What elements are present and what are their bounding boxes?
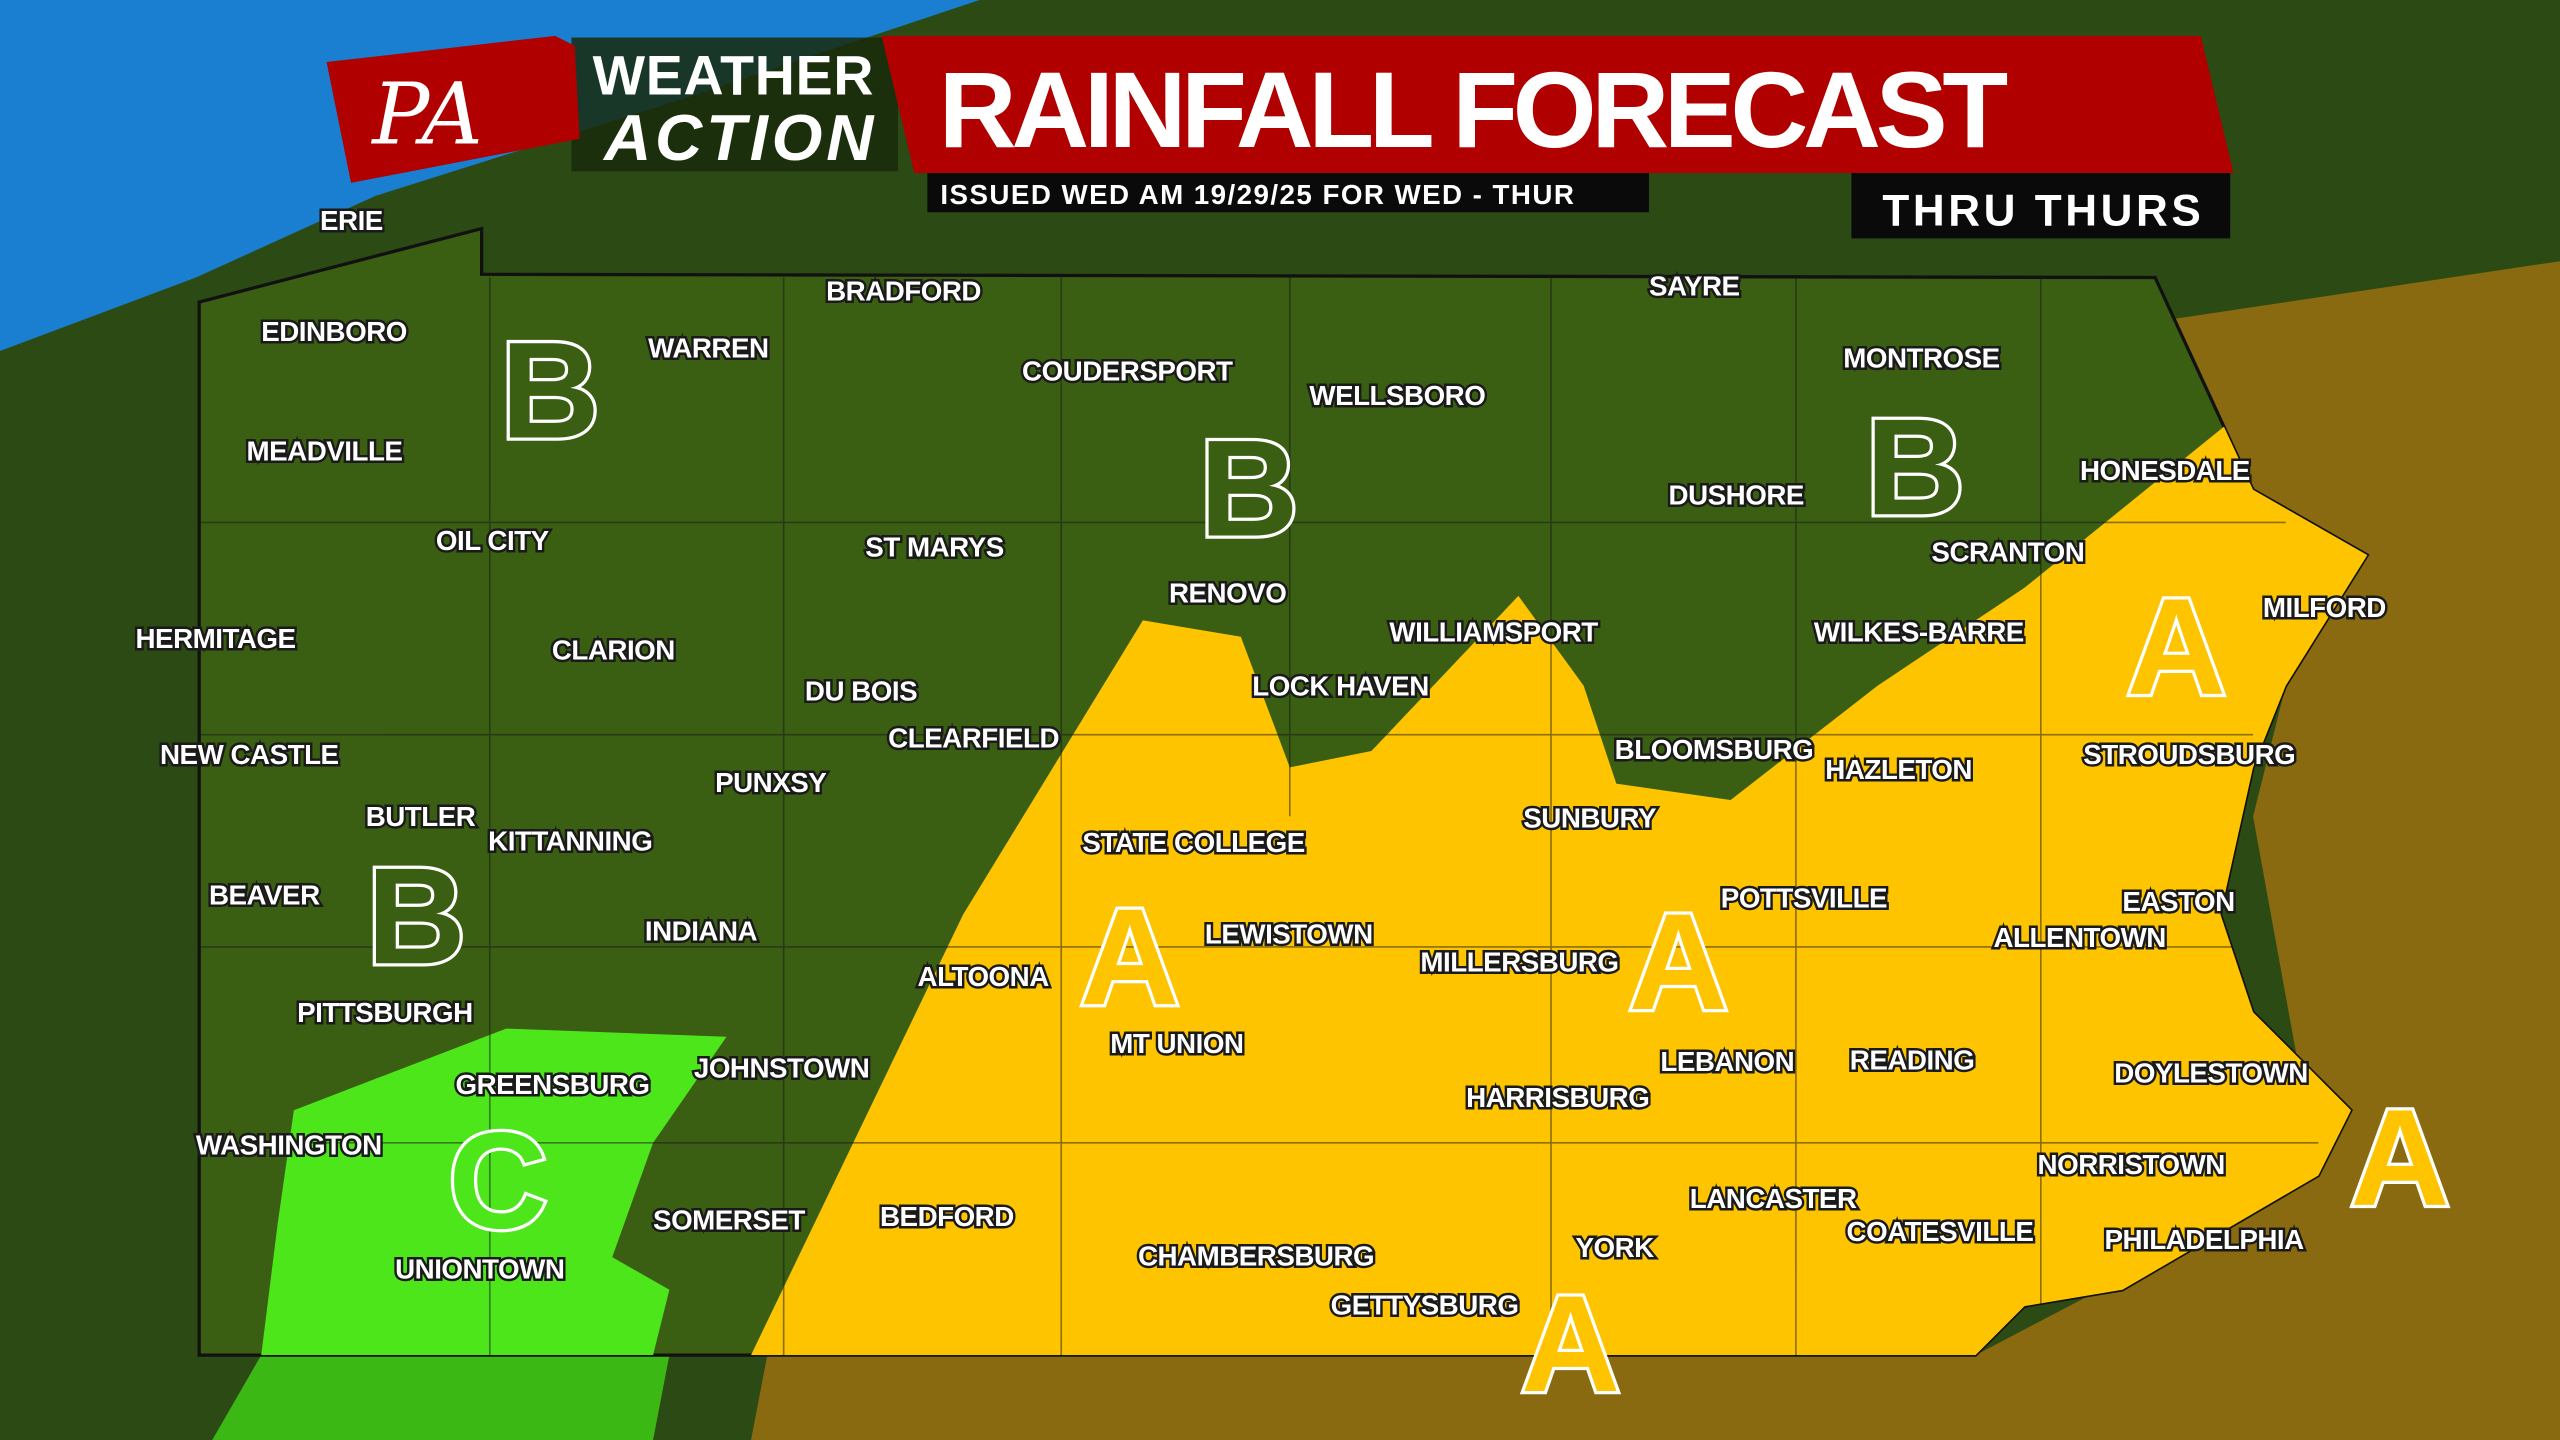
header-banner: PA WEATHER ACTION RAINFALL FORECAST ISSU… <box>326 35 2234 239</box>
city-label: WILKES-BARRE <box>1814 617 2024 648</box>
city-label: BRADFORD <box>826 275 981 306</box>
city-label: SCRANTON <box>1931 537 2084 568</box>
city-label: COATESVILLE <box>1847 1216 2034 1247</box>
zone-label-b: B <box>1866 391 1965 544</box>
zone-label-b: B <box>367 840 466 993</box>
city-label: POTTSVILLE <box>1721 883 1887 914</box>
zone-a-area <box>751 416 2368 1356</box>
lake-erie <box>0 0 980 352</box>
outside-zone-a <box>751 261 2560 1440</box>
brand-line-2: ACTION <box>602 101 875 174</box>
zone-c-area <box>261 1028 727 1356</box>
city-label: CHAMBERSBURG <box>1138 1240 1374 1271</box>
city-label: CLARION <box>552 635 675 666</box>
city-label: HAZLETON <box>1825 754 1972 785</box>
city-label: YORK <box>1576 1232 1655 1263</box>
city-label: MEADVILLE <box>247 435 403 466</box>
city-label: GREENSBURG <box>456 1069 650 1100</box>
city-label: NORRISTOWN <box>2038 1149 2225 1180</box>
zone-label-a: A <box>1521 1268 1620 1421</box>
city-label: LANCASTER <box>1690 1183 1857 1214</box>
city-label: STROUDSBURG <box>2083 739 2295 770</box>
city-label: STATE COLLEGE <box>1082 827 1304 858</box>
city-label: MILFORD <box>2263 592 2386 623</box>
city-label: PHILADELPHIA <box>2104 1224 2304 1255</box>
zone-label-a: A <box>2127 571 2226 724</box>
city-labels: ERIE EDINBORO MEADVILLE WARREN BRADFORD … <box>133 203 2389 1323</box>
zone-letters: B B B B A A A A A C <box>364 311 2453 1424</box>
city-label: BLOOMSBURG <box>1615 734 1814 765</box>
zone-label-a: A <box>1629 886 1728 1039</box>
city-label: COUDERSPORT <box>1022 355 1233 386</box>
pa-logo-shape <box>326 35 580 183</box>
city-label: UNIONTOWN <box>395 1253 564 1284</box>
city-label: PUNXSY <box>715 767 827 798</box>
city-label: WASHINGTON <box>196 1129 382 1160</box>
city-label: EASTON <box>2122 886 2234 917</box>
city-label: ERIE <box>320 205 383 236</box>
city-label: LEWISTOWN <box>1205 919 1373 950</box>
city-label: RENOVO <box>1169 577 1286 608</box>
city-label: EDINBORO <box>261 316 407 347</box>
pa-logo-text: PA <box>370 66 483 165</box>
city-label: WARREN <box>648 333 768 364</box>
city-label: WILLIAMSPORT <box>1389 617 1598 648</box>
city-label: BUTLER <box>366 801 476 832</box>
zone-label-b: B <box>1199 413 1298 566</box>
city-label: INDIANA <box>645 915 758 946</box>
city-label: JOHNSTOWN <box>694 1053 869 1084</box>
outside-zone-c <box>212 1355 670 1440</box>
city-label: DOYLESTOWN <box>2114 1057 2307 1088</box>
period-box <box>1851 173 2231 239</box>
city-label: ALLENTOWN <box>1993 922 2165 953</box>
city-label: HARRISBURG <box>1466 1082 1649 1113</box>
city-label: DUSHORE <box>1669 479 1804 510</box>
zone-label-a: A <box>1080 881 1179 1034</box>
city-label: LOCK HAVEN <box>1252 671 1429 702</box>
issued-text: ISSUED WED AM 19/29/25 FOR WED - THUR <box>940 179 1573 210</box>
zone-label-c: C <box>448 1105 547 1258</box>
city-label: ST MARYS <box>865 532 1003 563</box>
brand-backdrop <box>571 37 898 172</box>
city-label: ALTOONA <box>918 961 1050 992</box>
title-banner <box>881 35 2234 174</box>
city-label: SUNBURY <box>1523 803 1657 834</box>
city-label: DU BOIS <box>805 675 917 706</box>
page-title: RAINFALL FORECAST <box>939 49 2008 170</box>
city-label: READING <box>1850 1044 1975 1075</box>
city-label: BEDFORD <box>880 1201 1014 1232</box>
city-label: MILLERSBURG <box>1420 946 1618 977</box>
zone-label-a: A <box>2350 1082 2449 1235</box>
brand-line-1: WEATHER <box>593 45 874 107</box>
city-label: LEBANON <box>1660 1046 1794 1077</box>
county-lines <box>199 277 2319 1356</box>
city-label: WELLSBORO <box>1309 380 1485 411</box>
city-label: BEAVER <box>209 879 320 910</box>
issued-bar <box>927 173 1649 213</box>
city-label: NEW CASTLE <box>160 739 339 770</box>
city-label: PITTSBURGH <box>297 997 472 1028</box>
period-text: THRU THURS <box>1882 186 2200 235</box>
city-label: SAYRE <box>1649 271 1740 302</box>
city-label: GETTYSBURG <box>1331 1289 1519 1320</box>
zone-label-b: B <box>501 315 600 468</box>
city-label: MONTROSE <box>1843 342 1999 373</box>
city-label: CLEARFIELD <box>888 723 1059 754</box>
city-label: MT UNION <box>1110 1028 1243 1059</box>
city-label: OIL CITY <box>436 525 550 556</box>
city-label: HONESDALE <box>2080 455 2250 486</box>
city-label: HERMITAGE <box>136 623 296 654</box>
city-label: KITTANNING <box>488 826 652 857</box>
city-label: SOMERSET <box>653 1204 805 1235</box>
